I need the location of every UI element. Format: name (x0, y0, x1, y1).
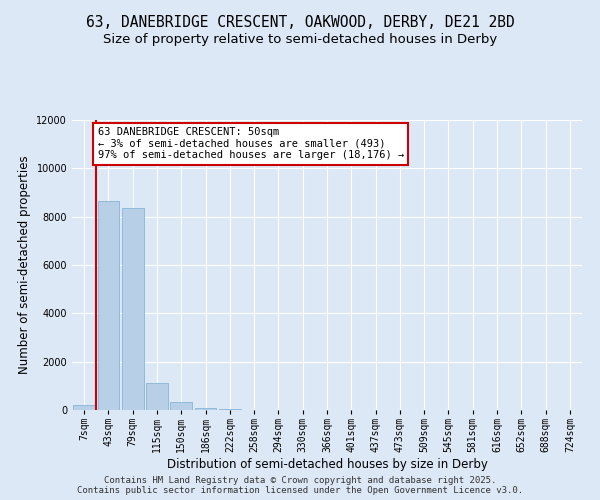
Bar (146, 384, 168, 410)
Bar (73, 405, 95, 410)
Text: 63, DANEBRIDGE CRESCENT, OAKWOOD, DERBY, DE21 2BD: 63, DANEBRIDGE CRESCENT, OAKWOOD, DERBY,… (86, 15, 514, 30)
Bar (97, 201, 119, 410)
Bar (194, 408, 217, 410)
Y-axis label: Number of semi-detached properties: Number of semi-detached properties (18, 156, 31, 374)
Bar (170, 402, 192, 410)
Bar (122, 208, 143, 410)
Bar (219, 409, 241, 410)
X-axis label: Distribution of semi-detached houses by size in Derby: Distribution of semi-detached houses by … (167, 458, 487, 471)
Text: Contains HM Land Registry data © Crown copyright and database right 2025.
Contai: Contains HM Land Registry data © Crown c… (77, 476, 523, 495)
Text: Size of property relative to semi-detached houses in Derby: Size of property relative to semi-detach… (103, 32, 497, 46)
Text: 63 DANEBRIDGE CRESCENT: 50sqm
← 3% of semi-detached houses are smaller (493)
97%: 63 DANEBRIDGE CRESCENT: 50sqm ← 3% of se… (97, 127, 404, 160)
